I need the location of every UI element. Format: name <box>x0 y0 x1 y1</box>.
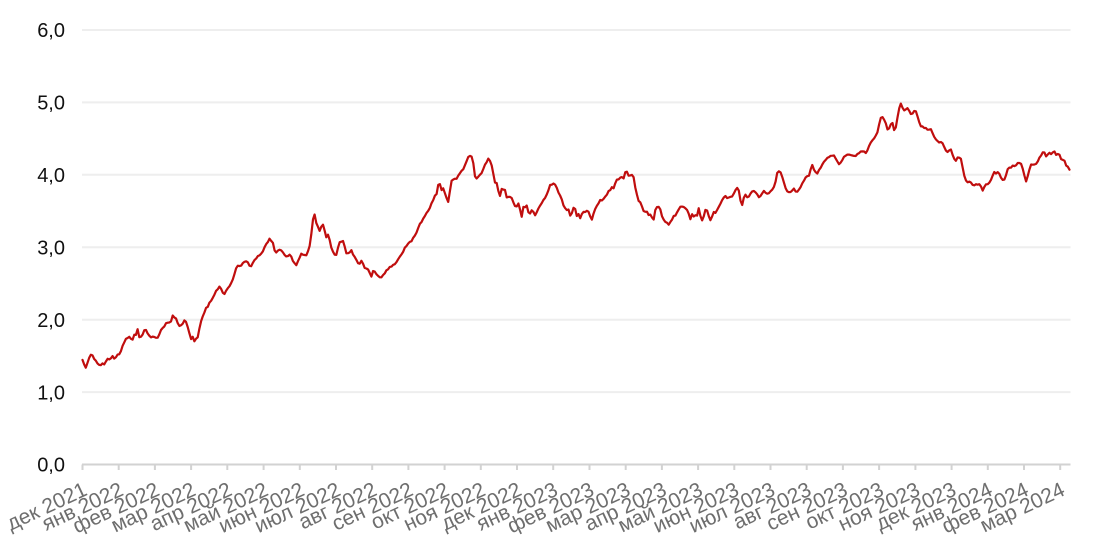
svg-text:1,0: 1,0 <box>37 382 65 404</box>
svg-text:6,0: 6,0 <box>37 20 65 42</box>
svg-text:4,0: 4,0 <box>37 165 65 187</box>
svg-text:5,0: 5,0 <box>37 93 65 115</box>
svg-text:2,0: 2,0 <box>37 310 65 332</box>
svg-text:0,0: 0,0 <box>37 455 65 477</box>
svg-text:3,0: 3,0 <box>37 237 65 259</box>
